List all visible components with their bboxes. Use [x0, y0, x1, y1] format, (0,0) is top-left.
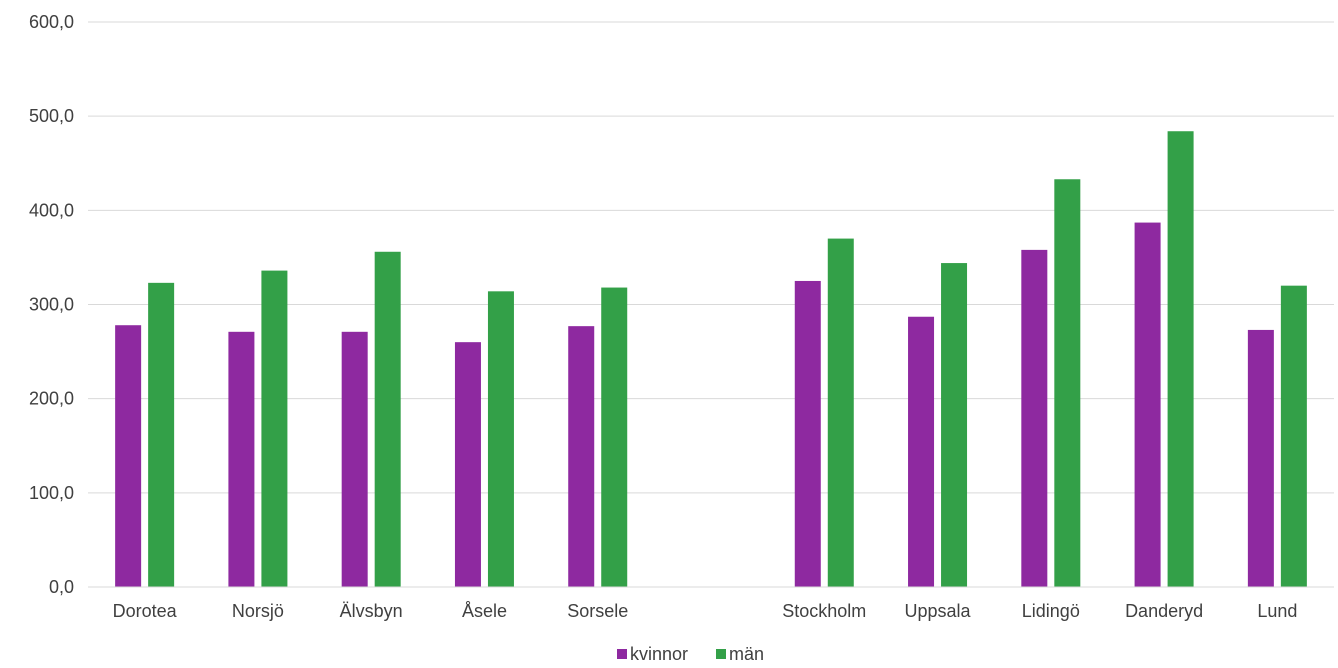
- x-category-label: Sorsele: [567, 601, 628, 621]
- x-category-label: Älvsbyn: [340, 601, 403, 621]
- x-category-label: Danderyd: [1125, 601, 1203, 621]
- bars: [115, 131, 1307, 588]
- bar-kvinnor-Sorsele: [568, 326, 595, 587]
- bar-kvinnor-Norsjö: [228, 331, 255, 587]
- legend-label-kvinnor: kvinnor: [630, 644, 688, 664]
- bar-kvinnor-Danderyd: [1134, 222, 1161, 587]
- y-tick-label: 200,0: [29, 389, 74, 409]
- bar-kvinnor-Dorotea: [115, 325, 142, 587]
- bar-kvinnor-Lidingö: [1021, 249, 1048, 587]
- legend-swatch-kvinnor: [617, 649, 627, 659]
- bar-män-Norsjö: [261, 270, 288, 587]
- y-axis-tick-labels: 0,0 100,0 200,0 300,0 400,0 500,0 600,0: [29, 12, 74, 597]
- bar-män-Dorotea: [148, 282, 175, 587]
- bar-kvinnor-Uppsala: [908, 316, 935, 587]
- bar-män-Uppsala: [941, 263, 968, 587]
- bar-kvinnor-Älvsbyn: [341, 331, 368, 587]
- y-tick-label: 0,0: [49, 577, 74, 597]
- x-category-label: Dorotea: [113, 601, 178, 621]
- x-category-label: Lidingö: [1022, 601, 1080, 621]
- x-category-label: Norsjö: [232, 601, 284, 621]
- x-category-label: Åsele: [462, 601, 507, 621]
- bar-män-Danderyd: [1167, 131, 1194, 587]
- bar-kvinnor-Åsele: [454, 342, 481, 587]
- y-tick-label: 600,0: [29, 12, 74, 32]
- y-tick-label: 100,0: [29, 483, 74, 503]
- bar-män-Sorsele: [601, 287, 628, 587]
- x-category-label: Stockholm: [782, 601, 866, 621]
- y-tick-label: 500,0: [29, 106, 74, 126]
- bar-kvinnor-Stockholm: [794, 280, 821, 587]
- legend-label-män: män: [729, 644, 764, 664]
- y-tick-label: 300,0: [29, 295, 74, 315]
- x-category-label: Uppsala: [905, 601, 972, 621]
- bar-män-Älvsbyn: [374, 251, 401, 587]
- bar-kvinnor-Lund: [1247, 329, 1274, 587]
- x-axis-category-labels: Dorotea Norsjö Älvsbyn Åsele Sorsele Stockhol…: [113, 601, 1298, 621]
- y-tick-label: 400,0: [29, 200, 74, 220]
- bar-män-Stockholm: [827, 238, 854, 588]
- legend-swatch-män: [716, 649, 726, 659]
- gridlines: [88, 21, 1334, 494]
- bar-män-Lund: [1280, 285, 1307, 587]
- bar-män-Åsele: [487, 291, 514, 587]
- bar-män-Lidingö: [1054, 179, 1081, 587]
- legend: kvinnor män: [617, 644, 764, 664]
- x-category-label: Lund: [1257, 601, 1297, 621]
